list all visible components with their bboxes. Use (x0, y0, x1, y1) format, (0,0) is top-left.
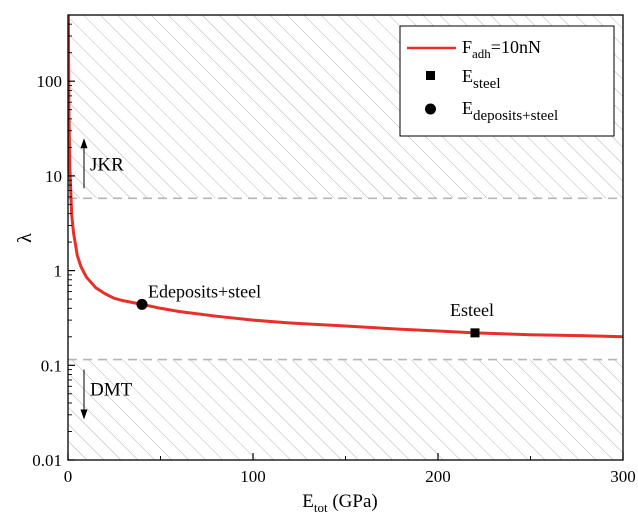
x-tick-label: 200 (425, 467, 451, 486)
dmt-region-label: DMT (90, 380, 133, 401)
legend-entry-deposits-steel: Edeposits+steel (462, 98, 558, 124)
y-tick-label: 10 (45, 167, 62, 186)
dmt-region-hatch (68, 359, 623, 460)
marker-layer: Esteel Edeposits+steel (136, 281, 494, 338)
jkr-region-label: JKR (90, 154, 124, 175)
x-axis-label: Etot (GPa) (302, 491, 377, 514)
x-axis-label-sub: tot (314, 500, 328, 514)
x-axis-label-rest: (GPa) (328, 491, 378, 512)
legend-circle-symbol (425, 103, 436, 115)
y-tick-label: 0.01 (32, 451, 62, 470)
legend-box (399, 25, 615, 137)
point-label-deposits-steel: Edeposits+steel (148, 281, 261, 301)
legend-entry-force: Fadh=10nN (462, 37, 541, 61)
x-tick-label: 0 (64, 467, 73, 486)
y-tick-label: 1 (54, 262, 63, 281)
x-tick-label: 100 (240, 467, 266, 486)
point-label-steel: Esteel (450, 300, 494, 320)
point-marker-steel (470, 328, 480, 338)
y-tick-label: 100 (37, 72, 63, 91)
legend-square-symbol (426, 71, 435, 80)
y-tick-label: 0.1 (41, 356, 62, 375)
legend-entry-steel: Esteel (462, 66, 501, 92)
axes-layer: 0 100 200 300 0.01 0.1 1 10 100 (32, 14, 636, 486)
dmt-arrow-head (80, 409, 88, 420)
x-tick-label: 300 (610, 467, 636, 486)
legend: Fadh=10nN Esteel Edeposits+steel (399, 25, 615, 137)
point-marker-deposits-steel (136, 298, 148, 310)
jkr-arrow-head (80, 138, 88, 149)
x-axis-label-main: E (302, 491, 314, 512)
y-axis-label: λ (14, 233, 36, 243)
